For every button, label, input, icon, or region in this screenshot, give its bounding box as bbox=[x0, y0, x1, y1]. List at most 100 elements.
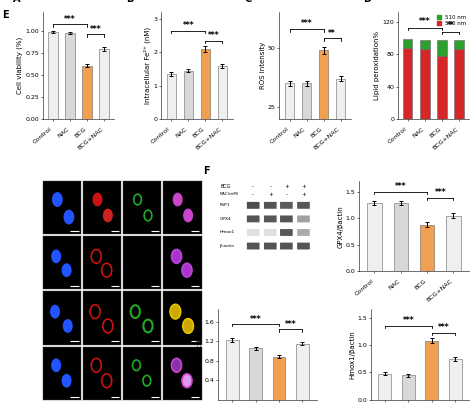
Bar bbox=[201, 49, 210, 119]
Bar bbox=[449, 359, 462, 400]
Text: +: + bbox=[301, 184, 306, 189]
Circle shape bbox=[183, 208, 193, 222]
Title: Merge: Merge bbox=[172, 175, 193, 180]
Legend: 510 nm, 590 nm: 510 nm, 590 nm bbox=[437, 15, 466, 26]
Text: ***: *** bbox=[285, 320, 297, 329]
Circle shape bbox=[64, 210, 74, 224]
Bar bbox=[437, 56, 447, 119]
Bar bbox=[65, 33, 75, 119]
Text: ***: *** bbox=[182, 21, 194, 30]
FancyBboxPatch shape bbox=[264, 243, 277, 249]
Text: ***: *** bbox=[419, 18, 431, 27]
Text: NAC(mM): NAC(mM) bbox=[220, 193, 239, 197]
Circle shape bbox=[51, 358, 61, 372]
Circle shape bbox=[173, 193, 182, 206]
Bar bbox=[446, 215, 461, 271]
Y-axis label: Lipid peroxidation%: Lipid peroxidation% bbox=[374, 31, 380, 100]
Bar bbox=[218, 66, 227, 119]
FancyBboxPatch shape bbox=[247, 243, 260, 249]
Text: ***: *** bbox=[301, 19, 312, 28]
FancyBboxPatch shape bbox=[280, 229, 293, 236]
Bar bbox=[82, 66, 92, 119]
Bar bbox=[420, 224, 434, 271]
FancyBboxPatch shape bbox=[264, 229, 277, 236]
Text: F: F bbox=[203, 166, 210, 176]
Circle shape bbox=[51, 249, 61, 263]
Y-axis label: Cell viability (%): Cell viability (%) bbox=[17, 37, 23, 94]
Y-axis label: Control: Control bbox=[38, 198, 43, 217]
Title: BODIPY/510: BODIPY/510 bbox=[123, 175, 162, 180]
Circle shape bbox=[92, 193, 102, 206]
Text: +: + bbox=[301, 192, 306, 197]
Text: ***: *** bbox=[438, 324, 449, 333]
Bar bbox=[420, 49, 429, 119]
Text: ***: *** bbox=[435, 188, 446, 197]
Bar bbox=[336, 79, 346, 166]
Bar bbox=[166, 74, 176, 119]
FancyBboxPatch shape bbox=[297, 202, 310, 209]
Text: D: D bbox=[363, 0, 371, 4]
Title: BODIPY/590: BODIPY/590 bbox=[82, 175, 121, 180]
Bar bbox=[403, 39, 412, 48]
Text: **: ** bbox=[447, 22, 455, 31]
FancyBboxPatch shape bbox=[264, 202, 277, 209]
FancyBboxPatch shape bbox=[297, 215, 310, 222]
Bar bbox=[319, 50, 328, 166]
Y-axis label: Hmox1/βactin: Hmox1/βactin bbox=[349, 330, 356, 379]
FancyBboxPatch shape bbox=[280, 243, 293, 249]
Text: ***: *** bbox=[402, 316, 414, 325]
Text: ***: *** bbox=[250, 315, 261, 324]
Circle shape bbox=[182, 263, 192, 277]
Bar bbox=[285, 83, 294, 166]
Bar bbox=[437, 40, 447, 56]
Circle shape bbox=[62, 263, 72, 277]
Y-axis label: ROS intensity: ROS intensity bbox=[260, 42, 266, 89]
Circle shape bbox=[62, 374, 72, 388]
Bar bbox=[378, 373, 391, 400]
FancyBboxPatch shape bbox=[247, 215, 260, 222]
Bar bbox=[403, 48, 412, 119]
Circle shape bbox=[50, 305, 60, 319]
Bar bbox=[100, 49, 109, 119]
Text: Hmox1: Hmox1 bbox=[220, 231, 235, 235]
Circle shape bbox=[52, 192, 63, 207]
FancyBboxPatch shape bbox=[280, 215, 293, 222]
Y-axis label: FSP1/βactin: FSP1/βactin bbox=[197, 334, 202, 375]
Text: C: C bbox=[245, 0, 252, 4]
Circle shape bbox=[182, 319, 193, 333]
Circle shape bbox=[172, 358, 182, 372]
Text: **: ** bbox=[328, 29, 336, 38]
Text: -: - bbox=[252, 192, 254, 197]
Y-axis label: BCG: BCG bbox=[38, 313, 43, 324]
Text: +: + bbox=[268, 192, 273, 197]
Text: ***: *** bbox=[395, 182, 407, 191]
Bar bbox=[425, 341, 438, 400]
Bar bbox=[296, 344, 309, 400]
Text: ***: *** bbox=[208, 31, 219, 40]
FancyBboxPatch shape bbox=[264, 215, 277, 222]
Text: ***: *** bbox=[64, 15, 76, 24]
Text: β-actin: β-actin bbox=[220, 244, 235, 248]
Bar bbox=[226, 340, 238, 400]
Bar bbox=[48, 32, 58, 119]
Bar bbox=[249, 348, 262, 400]
Bar bbox=[454, 49, 464, 119]
Circle shape bbox=[182, 374, 192, 388]
Text: +: + bbox=[284, 184, 289, 189]
Y-axis label: GPX4/βactin: GPX4/βactin bbox=[337, 205, 343, 248]
Y-axis label: Intracellular Fe²⁺ (nM): Intracellular Fe²⁺ (nM) bbox=[144, 27, 151, 104]
Bar bbox=[367, 203, 382, 271]
Circle shape bbox=[172, 249, 182, 263]
FancyBboxPatch shape bbox=[280, 202, 293, 209]
Text: -: - bbox=[285, 192, 287, 197]
FancyBboxPatch shape bbox=[297, 243, 310, 249]
Text: A: A bbox=[12, 0, 20, 4]
Text: FSP1: FSP1 bbox=[220, 203, 230, 207]
Bar bbox=[454, 40, 464, 49]
Bar bbox=[402, 375, 415, 400]
Text: B: B bbox=[127, 0, 134, 4]
Text: -: - bbox=[269, 184, 271, 189]
Text: BCG: BCG bbox=[220, 184, 230, 189]
Title: DAPI: DAPI bbox=[54, 175, 70, 180]
FancyBboxPatch shape bbox=[247, 229, 260, 236]
